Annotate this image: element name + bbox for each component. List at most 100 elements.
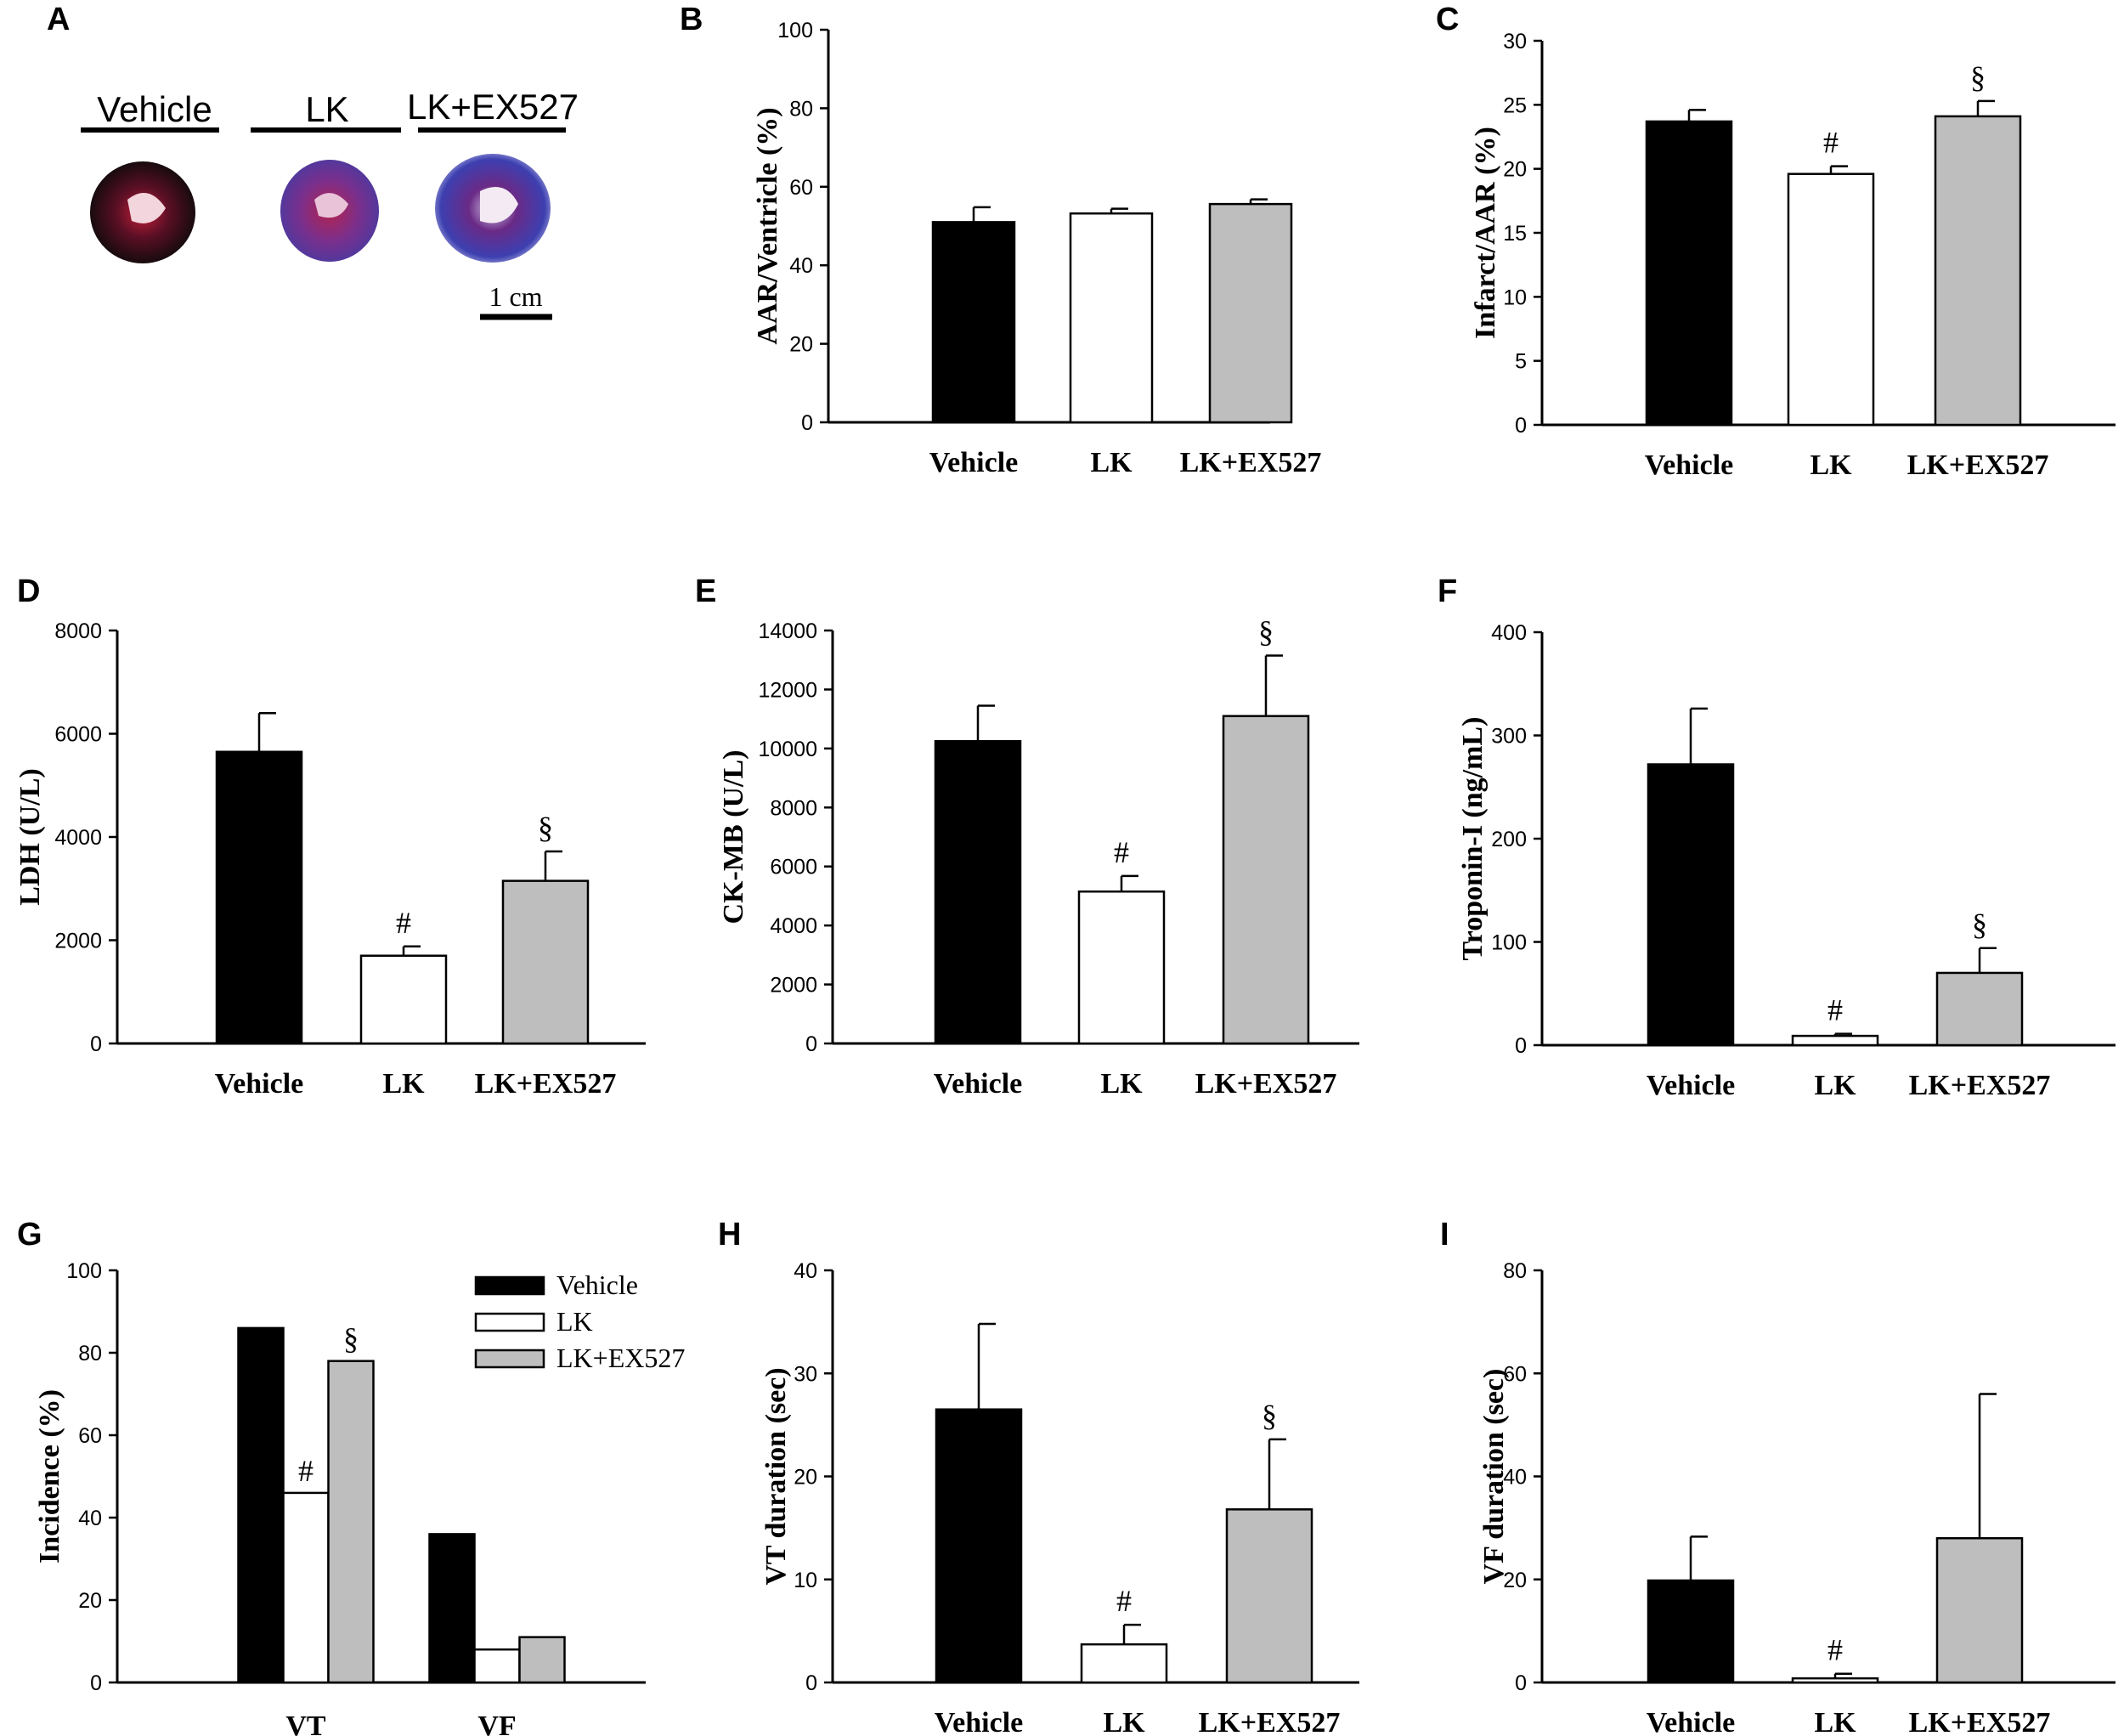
- chart-e: E 0 2000 4000 6000 8000 10000 12000 14000 CK-MB (…: [695, 574, 1359, 1100]
- y-tick-label: 8000: [770, 796, 817, 820]
- y-tick-label: 10000: [758, 738, 817, 761]
- x-category-label-vehicle: Vehicle: [934, 1068, 1023, 1100]
- x-category-label-lk-ex527: LK+EX527: [475, 1068, 617, 1100]
- bar-lk: [359, 954, 448, 1045]
- y-tick-label: 0: [90, 1032, 102, 1056]
- bar-vehicle: [1647, 763, 1735, 1047]
- bar-lk-ex527: [501, 879, 590, 1045]
- bar-lk: [1077, 890, 1166, 1045]
- x-category-label-vehicle: Vehicle: [215, 1068, 304, 1100]
- y-tick-label: 60: [78, 1424, 102, 1448]
- y-tick-label: 40: [789, 254, 813, 278]
- significance-marker-lk-ex527: §: [538, 811, 553, 845]
- x-category-label-lk-ex527: LK+EX527: [1909, 1070, 2051, 1101]
- y-tick-label: 20: [78, 1589, 102, 1613]
- x-category-label-lk: LK: [1814, 1070, 1856, 1101]
- y-tick-label: 20: [1503, 158, 1527, 182]
- y-tick-label: 2000: [770, 974, 817, 998]
- y-tick-label: 8000: [54, 619, 102, 643]
- x-category-label-lk: LK: [1810, 450, 1852, 481]
- y-tick-label: 30: [794, 1362, 817, 1386]
- y-tick-label: 12000: [758, 678, 817, 702]
- x-category-label-vt: VT: [285, 1711, 326, 1736]
- y-axis-title: VT duration (sec): [760, 1367, 792, 1585]
- y-tick-label: 200: [1491, 828, 1527, 851]
- significance-marker-lk-ex527: §: [1970, 60, 1986, 94]
- x-category-label-lk-ex527: LK+EX527: [1180, 447, 1322, 478]
- significance-marker-lk: #: [1823, 126, 1839, 160]
- heart-slice-lk-ex527-lumen: [480, 187, 518, 223]
- y-tick-label: 0: [1515, 1671, 1527, 1695]
- y-tick-label: 25: [1503, 93, 1527, 117]
- x-category-label-lk: LK: [1090, 447, 1133, 478]
- bar-vt-vehicle: [237, 1326, 285, 1684]
- panel-letter-b: B: [680, 2, 703, 37]
- bar-vehicle: [1645, 120, 1733, 427]
- bar-lk-ex527: [1935, 971, 2024, 1047]
- bar-vehicle: [935, 1408, 1023, 1684]
- y-tick-label: 14000: [758, 619, 817, 643]
- chart-d: D 0 2000 4000 6000 8000 LDH (U/L) Vehicle # LK § LK…: [14, 574, 646, 1100]
- y-tick-label: 100: [777, 19, 813, 42]
- bar-lk: [1787, 172, 1875, 427]
- bar-lk-ex527: [1934, 115, 2022, 427]
- y-tick-label: 300: [1491, 725, 1527, 749]
- y-tick-label: 20: [794, 1466, 817, 1490]
- y-axis-title: LDH (U/L): [14, 768, 46, 906]
- y-tick-label: 0: [1515, 1034, 1527, 1058]
- x-category-label-lk-ex527: LK+EX527: [1909, 1707, 2051, 1736]
- heart-slice-lk-lumen: [314, 193, 348, 218]
- legend-label-lk-ex527: LK+EX527: [556, 1343, 685, 1373]
- bar-vehicle: [215, 750, 303, 1045]
- significance-marker: #: [298, 1454, 314, 1488]
- significance-marker-lk: #: [1116, 1584, 1132, 1618]
- x-category-label-vehicle: Vehicle: [1647, 1070, 1736, 1101]
- y-tick-label: 10: [1503, 286, 1527, 309]
- y-tick-label: 80: [1503, 1259, 1527, 1283]
- bar-lk-ex527: [1222, 715, 1310, 1045]
- panel-letter-g: G: [17, 1217, 42, 1253]
- bar-vehicle: [931, 221, 1016, 424]
- bar-lk: [1080, 1643, 1168, 1684]
- chart-g: G 0 20 40 60 80 100 Incidence (%) # § VT VF Vehicle L…: [17, 1217, 685, 1736]
- panel-letter-f: F: [1438, 574, 1457, 609]
- panel-letter-a: A: [47, 2, 70, 37]
- y-axis-title: Infarct/AAR (%): [1470, 127, 1501, 339]
- y-tick-label: 0: [805, 1671, 817, 1695]
- significance-marker-lk: #: [1827, 993, 1843, 1027]
- y-tick-label: 100: [1491, 931, 1527, 955]
- x-category-label-lk-ex527: LK+EX527: [1195, 1068, 1337, 1100]
- x-category-label-lk: LK: [1814, 1707, 1856, 1736]
- y-tick-label: 2000: [54, 930, 102, 953]
- chart-f: F 0 100 200 300 400 Troponin-I (ng/mL) Vehicle #…: [1438, 574, 2116, 1101]
- y-tick-label: 0: [801, 411, 813, 435]
- panel-letter-i: I: [1440, 1217, 1449, 1253]
- significance-marker-lk: #: [396, 906, 411, 940]
- y-tick-label: 10: [794, 1569, 817, 1592]
- panel-a: A Vehicle LK LK+EX527 1 cm: [47, 2, 579, 320]
- y-tick-label: 6000: [770, 856, 817, 879]
- panel-letter-c: C: [1436, 2, 1459, 37]
- heart-label-vehicle: Vehicle: [97, 89, 212, 129]
- x-category-label-lk: LK: [1100, 1068, 1143, 1100]
- legend-swatch-vehicle: [474, 1275, 545, 1296]
- legend-label-lk: LK: [556, 1306, 593, 1337]
- scale-bar-label: 1 cm: [489, 281, 542, 312]
- heart-slice-vehicle-lumen: [127, 193, 166, 223]
- bar-vt-lk: [282, 1491, 330, 1684]
- y-tick-label: 60: [789, 176, 813, 200]
- bar-vf-lk-ex527: [518, 1636, 566, 1684]
- x-category-label-vehicle: Vehicle: [1645, 450, 1734, 481]
- legend-swatch-lk-ex527: [474, 1349, 545, 1369]
- bar-lk: [1069, 212, 1154, 424]
- y-tick-label: 100: [66, 1259, 102, 1283]
- panel-letter-e: E: [695, 574, 716, 609]
- y-tick-label: 400: [1491, 621, 1527, 645]
- bar-vf-vehicle: [428, 1533, 476, 1684]
- x-category-label-lk-ex527: LK+EX527: [1199, 1707, 1341, 1736]
- chart-b: B 0 20 40 60 80 100 AAR/Ventricle (%) Vehicle LK L…: [680, 2, 1321, 478]
- significance-marker-lk: #: [1114, 835, 1129, 869]
- y-tick-label: 15: [1503, 222, 1527, 246]
- y-tick-label: 4000: [770, 914, 817, 938]
